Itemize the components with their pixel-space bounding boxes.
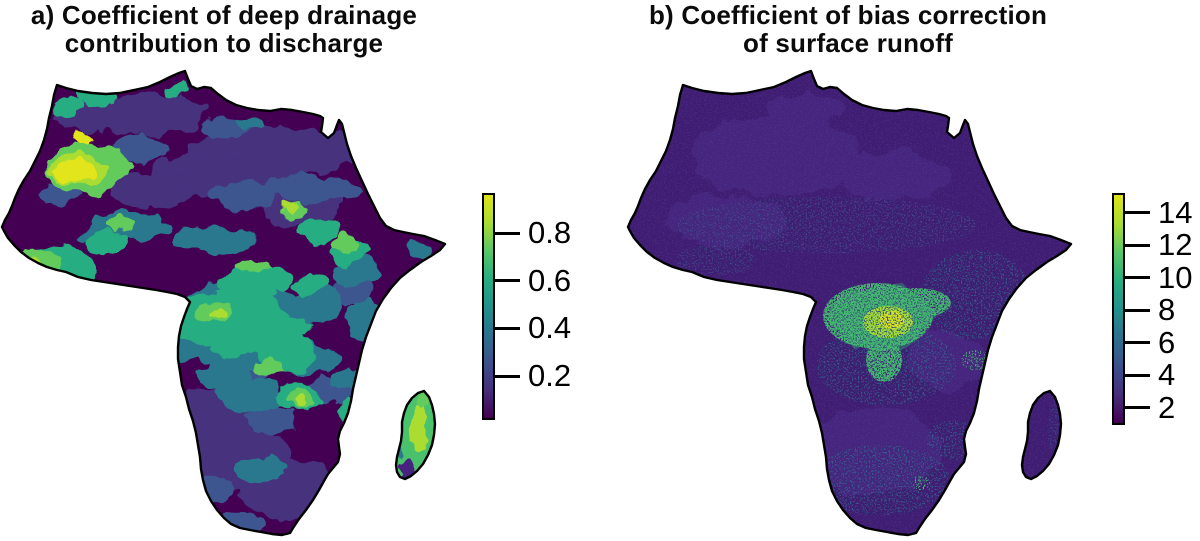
- africa-map-deep-drainage: [0, 69, 447, 537]
- panel-b-title-line2: of surface runoff: [743, 28, 953, 58]
- colorbar-tick-label: 0.4: [528, 310, 572, 346]
- panel-b-title-line1: b) Coefficient of bias correction: [648, 0, 1048, 30]
- colorbar-a-gradient: [482, 193, 495, 420]
- colorbar-tick: [1125, 243, 1150, 247]
- colorbar-tick-label: 2: [1158, 389, 1176, 425]
- colorbar-tick-label: 12: [1158, 226, 1193, 262]
- colorbar-tick: [1125, 308, 1150, 312]
- colorbar-tick: [1125, 373, 1150, 377]
- panel-b-title: b) Coefficient of bias correction of sur…: [615, 1, 1081, 57]
- colorbar-tick: [1125, 211, 1150, 215]
- colorbar-tick-label: 14: [1158, 194, 1193, 230]
- colorbar-tick: [1125, 406, 1150, 410]
- colorbar-a: 0.8 0.6 0.4 0.2: [482, 193, 682, 420]
- panel-a-title: a) Coefficient of deep drainage contribu…: [0, 1, 448, 57]
- colorbar-tick: [495, 374, 520, 378]
- colorbar-tick-label: 6: [1158, 324, 1176, 360]
- colorbar-tick: [495, 231, 520, 235]
- colorbar-tick-label: 0.6: [528, 262, 572, 298]
- colorbar-tick: [1125, 341, 1150, 345]
- colorbar-tick-label: 4: [1158, 357, 1176, 393]
- colorbar-b: 14 12 10 8 6 4 2: [1112, 193, 1200, 425]
- colorbar-tick-label: 8: [1158, 292, 1176, 328]
- africa-map-bias-correction: [626, 69, 1073, 537]
- panel-a-title-line2: contribution to discharge: [64, 28, 384, 58]
- colorbar-tick-label: 0.2: [528, 357, 572, 393]
- panel-a-title-line1: a) Coefficient of deep drainage: [30, 0, 418, 30]
- colorbar-tick: [495, 279, 520, 283]
- colorbar-tick: [1125, 276, 1150, 280]
- colorbar-tick: [495, 326, 520, 330]
- colorbar-b-gradient: [1112, 193, 1125, 425]
- colorbar-tick-label: 0.8: [528, 215, 572, 251]
- colorbar-tick-label: 10: [1158, 259, 1193, 295]
